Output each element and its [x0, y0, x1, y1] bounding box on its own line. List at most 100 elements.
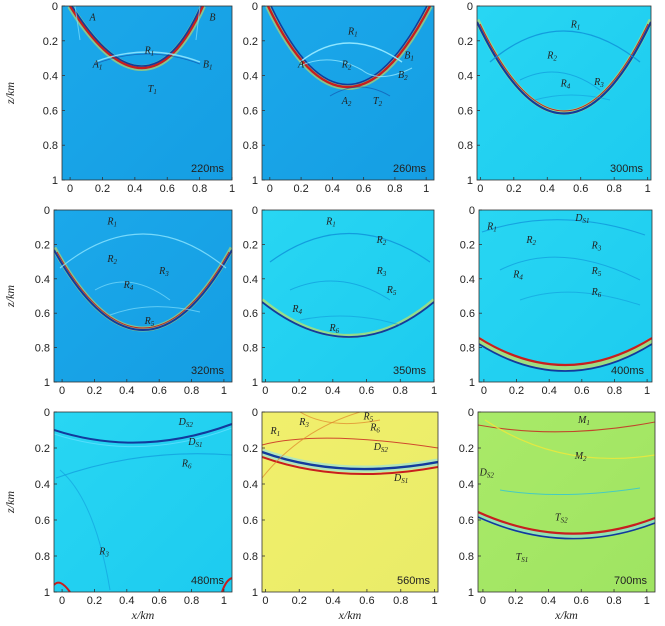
x-tick-label: 0.8 [184, 385, 199, 397]
event-label-subscript: 3 [164, 270, 169, 278]
z-tick-label: 0.4 [460, 274, 475, 286]
x-tick-label: 1 [645, 183, 651, 195]
z-tick-label: 0.6 [243, 515, 258, 527]
z-tick-label: 0.6 [458, 105, 473, 117]
event-label-subscript: 6 [188, 462, 192, 470]
event-label-subscript: 1 [114, 220, 118, 228]
event-label-subscript: 2 [114, 258, 118, 266]
event-label: R4 [512, 270, 523, 282]
z-tick-label: 0.6 [460, 308, 475, 320]
panel-700ms [477, 411, 656, 593]
x-tick-label: 0.2 [508, 595, 523, 607]
event-label-subscript: 2 [583, 455, 587, 463]
event-label: R3 [591, 240, 602, 252]
event-label-subscript: 1 [332, 220, 336, 228]
x-tick-label: 0.8 [387, 183, 402, 195]
z-tick-label: 0.4 [459, 479, 474, 491]
x-tick-label: 0.4 [325, 595, 340, 607]
wavefield [262, 232, 434, 338]
z-tick-label: 0 [44, 205, 50, 217]
event-label-subscript: S1 [521, 556, 528, 564]
z-tick-label: 0.4 [243, 274, 258, 286]
event-label-subscript: 6 [376, 426, 380, 434]
event-label-subscript: 3 [104, 551, 109, 559]
event-label: R2 [376, 235, 387, 247]
wavefield [479, 219, 652, 372]
x-tick-label: 0.6 [160, 183, 175, 195]
x-tick-label: 1 [221, 385, 227, 397]
event-label: B1 [203, 59, 213, 71]
event-label: R6 [369, 422, 380, 434]
time-stamp: 400ms [611, 365, 645, 377]
event-label: R4 [123, 280, 134, 292]
event-label: R3 [98, 547, 109, 559]
z-tick-label: 0.8 [460, 343, 475, 355]
x-tick-label: 0.8 [192, 183, 207, 195]
event-label-subscript: 1 [493, 225, 497, 233]
event-label: R1 [269, 426, 280, 438]
event-label: R1 [570, 19, 581, 31]
x-tick-label: 0.2 [292, 595, 307, 607]
x-tick-label: 1 [644, 595, 650, 607]
z-tick-label: 0 [468, 407, 474, 419]
x-tick-label: 0.2 [293, 183, 308, 195]
z-tick-label: 0.8 [243, 551, 258, 563]
z-tick-label: 0.8 [458, 140, 473, 152]
event-label-subscript: S2 [561, 516, 569, 524]
event-label: B2 [398, 70, 408, 82]
z-tick-label: 1 [252, 587, 258, 599]
z-tick-label: 1 [468, 587, 474, 599]
event-label-subscript: 1 [209, 63, 213, 71]
wavefield [265, 6, 433, 97]
z-tick-label: 0 [469, 205, 475, 217]
event-label: A [297, 59, 305, 70]
z-tick-label: 0 [52, 1, 58, 13]
event-label-subscript: 2 [348, 63, 352, 71]
panel-260ms [261, 5, 435, 181]
x-tick-label: 0.8 [393, 385, 408, 397]
x-tick-label: 0.4 [542, 385, 557, 397]
panel-560ms [261, 411, 439, 593]
time-stamp: 560ms [397, 575, 431, 587]
z-tick-label: 1 [52, 175, 58, 187]
z-axis-label: z/km [3, 491, 17, 514]
event-label: R2 [525, 235, 536, 247]
z-tick-label: 0.6 [35, 515, 50, 527]
x-tick-label: 0.6 [359, 385, 374, 397]
x-tick-label: 1 [423, 183, 429, 195]
z-tick-label: 0.8 [459, 551, 474, 563]
wavefield [54, 233, 232, 332]
event-label-subscript: 5 [393, 289, 397, 297]
z-tick-label: 0.2 [459, 443, 474, 455]
x-tick-label: 0 [477, 183, 483, 195]
panel-background [262, 210, 434, 382]
z-tick-label: 0.2 [458, 36, 473, 48]
z-tick-label: 0.4 [35, 274, 50, 286]
event-label-subscript: 4 [519, 274, 523, 282]
z-tick-label: 1 [44, 377, 50, 389]
event-label-subscript: 2 [404, 74, 408, 82]
x-tick-label: 0.2 [291, 385, 306, 397]
event-label: R1 [347, 26, 358, 38]
x-tick-label: 0.8 [184, 595, 199, 607]
x-tick-label: 0.2 [95, 183, 110, 195]
panel-background [478, 412, 655, 592]
wavefield [54, 423, 232, 592]
z-tick-label: 0 [252, 205, 258, 217]
event-label: T2 [373, 96, 383, 108]
panel-480ms [53, 411, 233, 593]
panel-320ms [53, 209, 233, 383]
x-tick-label: 0.6 [356, 183, 371, 195]
event-label-subscript: 1 [153, 88, 157, 96]
event-label-subscript: S1 [401, 477, 408, 485]
z-tick-label: 0.2 [243, 36, 258, 48]
event-label-subscript: 3 [304, 421, 309, 429]
x-tick-label: 0.8 [393, 595, 408, 607]
event-label: T1 [148, 84, 157, 96]
event-label: R2 [546, 51, 557, 63]
x-axis-label: x/km [131, 608, 155, 622]
panel-220ms [61, 5, 233, 181]
event-label: B [209, 12, 215, 23]
panel-350ms [261, 209, 435, 383]
